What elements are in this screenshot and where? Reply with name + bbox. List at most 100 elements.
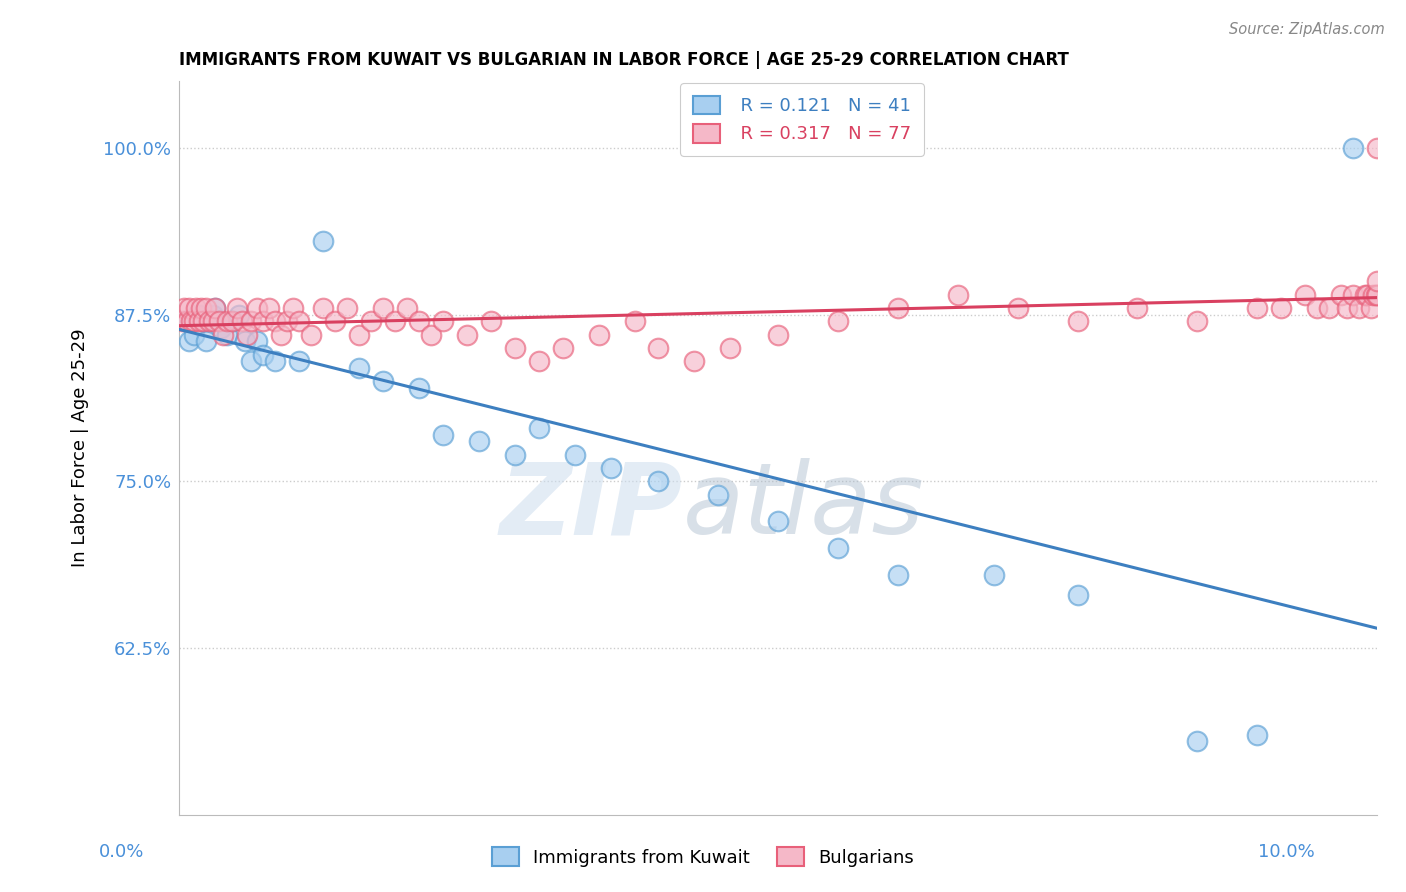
Point <box>371 301 394 315</box>
Point <box>564 448 586 462</box>
Point <box>1007 301 1029 315</box>
Point <box>174 314 197 328</box>
Point <box>201 308 224 322</box>
Point <box>371 374 394 388</box>
Point <box>252 314 274 328</box>
Point <box>1348 301 1371 315</box>
Point <box>173 301 195 315</box>
Point <box>190 308 212 322</box>
Point <box>1187 314 1209 328</box>
Point <box>599 461 621 475</box>
Legend:   R = 0.121   N = 41,   R = 0.317   N = 77: R = 0.121 N = 41, R = 0.317 N = 77 <box>681 83 924 156</box>
Point <box>1246 301 1268 315</box>
Point <box>177 301 200 315</box>
Point <box>264 354 287 368</box>
Point <box>1066 314 1088 328</box>
Point <box>233 334 256 349</box>
Point <box>1336 301 1358 315</box>
Point <box>180 314 202 328</box>
Point <box>217 314 239 328</box>
Point <box>246 334 269 349</box>
Point <box>1066 588 1088 602</box>
Text: 10.0%: 10.0% <box>1258 843 1315 861</box>
Point <box>527 354 550 368</box>
Point <box>186 301 208 315</box>
Point <box>259 301 281 315</box>
Point <box>283 301 305 315</box>
Point <box>1362 287 1385 301</box>
Point <box>479 314 502 328</box>
Point <box>1317 301 1340 315</box>
Point <box>204 301 226 315</box>
Point <box>176 314 198 328</box>
Point <box>503 448 526 462</box>
Point <box>198 314 221 328</box>
Point <box>456 327 478 342</box>
Point <box>194 334 217 349</box>
Point <box>186 308 208 322</box>
Point <box>1306 301 1329 315</box>
Point <box>827 314 849 328</box>
Point <box>432 314 454 328</box>
Point <box>288 354 311 368</box>
Point <box>183 327 205 342</box>
Point <box>1354 287 1376 301</box>
Point <box>647 341 669 355</box>
Point <box>419 327 441 342</box>
Point <box>408 314 430 328</box>
Point <box>187 314 209 328</box>
Point <box>360 314 382 328</box>
Point <box>1126 301 1149 315</box>
Point <box>222 314 245 328</box>
Point <box>217 327 239 342</box>
Point <box>1360 301 1382 315</box>
Text: Source: ZipAtlas.com: Source: ZipAtlas.com <box>1229 22 1385 37</box>
Point <box>312 301 335 315</box>
Point <box>183 314 205 328</box>
Point <box>1246 728 1268 742</box>
Point <box>408 381 430 395</box>
Point <box>1341 287 1364 301</box>
Point <box>299 327 322 342</box>
Point <box>208 314 231 328</box>
Point <box>190 301 212 315</box>
Point <box>264 314 287 328</box>
Y-axis label: In Labor Force | Age 25-29: In Labor Force | Age 25-29 <box>72 328 89 567</box>
Point <box>1364 287 1386 301</box>
Point <box>228 308 250 322</box>
Point <box>240 354 263 368</box>
Text: atlas: atlas <box>682 458 924 555</box>
Point <box>201 314 224 328</box>
Point <box>718 341 741 355</box>
Point <box>194 301 217 315</box>
Point <box>235 327 257 342</box>
Point <box>827 541 849 555</box>
Point <box>384 314 406 328</box>
Point <box>204 301 226 315</box>
Point <box>252 348 274 362</box>
Text: 0.0%: 0.0% <box>98 843 143 861</box>
Point <box>588 327 610 342</box>
Point <box>1270 301 1292 315</box>
Point <box>887 567 910 582</box>
Point <box>1294 287 1316 301</box>
Point <box>231 314 253 328</box>
Text: IMMIGRANTS FROM KUWAIT VS BULGARIAN IN LABOR FORCE | AGE 25-29 CORRELATION CHART: IMMIGRANTS FROM KUWAIT VS BULGARIAN IN L… <box>180 51 1070 69</box>
Point <box>240 314 263 328</box>
Point <box>1341 141 1364 155</box>
Legend: Immigrants from Kuwait, Bulgarians: Immigrants from Kuwait, Bulgarians <box>485 840 921 874</box>
Point <box>1365 274 1388 288</box>
Point <box>270 327 292 342</box>
Point <box>1365 287 1388 301</box>
Point <box>221 314 243 328</box>
Point <box>527 421 550 435</box>
Point <box>177 334 200 349</box>
Point <box>193 314 215 328</box>
Point <box>323 314 346 328</box>
Point <box>347 327 370 342</box>
Point <box>432 427 454 442</box>
Point <box>766 327 789 342</box>
Point <box>1187 734 1209 748</box>
Point <box>946 287 969 301</box>
Point <box>170 314 193 328</box>
